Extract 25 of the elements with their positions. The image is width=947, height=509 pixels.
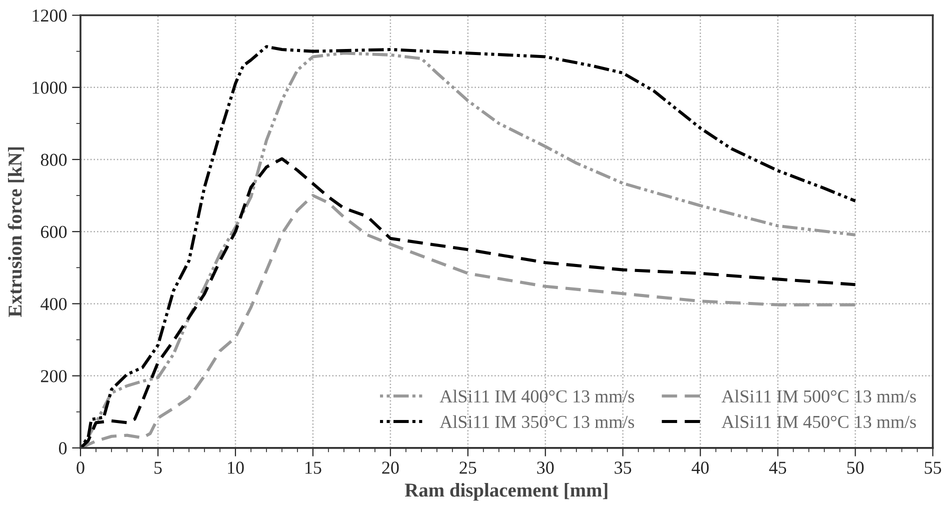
legend-label: AlSi11 IM 450°C 13 mm/s (722, 415, 916, 428)
y-tick-label: 200 (41, 370, 67, 382)
y-tick-label: 400 (40, 298, 67, 310)
y-axis-title: Extrusion force [kN] (8, 147, 24, 317)
x-tick-label: 30 (537, 462, 554, 474)
x-tick-label: 0 (76, 462, 84, 474)
x-tick-label: 40 (692, 462, 709, 474)
y-tick-label: 1200 (32, 10, 67, 22)
x-tick-label: 15 (306, 462, 322, 474)
legend-label: AlSi11 IM 350°C 13 mm/s (440, 415, 634, 428)
legend-label: AlSi11 IM 500°C 13 mm/s (722, 390, 916, 402)
x-tick-label: 25 (460, 462, 476, 474)
y-tick-label: 800 (40, 154, 67, 166)
x-tick-label: 50 (847, 462, 864, 474)
x-tick-label: 45 (769, 462, 786, 474)
x-tick-label: 5 (154, 462, 162, 474)
x-tick-label: 10 (228, 462, 244, 474)
legend-label: AlSi11 IM 400°C 13 mm/s (440, 390, 634, 402)
y-tick-label: 1000 (32, 82, 67, 94)
x-tick-label: 55 (924, 462, 942, 474)
x-tick-label: 35 (614, 462, 632, 474)
y-tick-label: 600 (40, 226, 67, 238)
x-axis-title: Ram displacement [mm] (404, 483, 608, 501)
y-tick-label: 0 (58, 442, 67, 454)
x-tick-label: 20 (382, 462, 399, 474)
